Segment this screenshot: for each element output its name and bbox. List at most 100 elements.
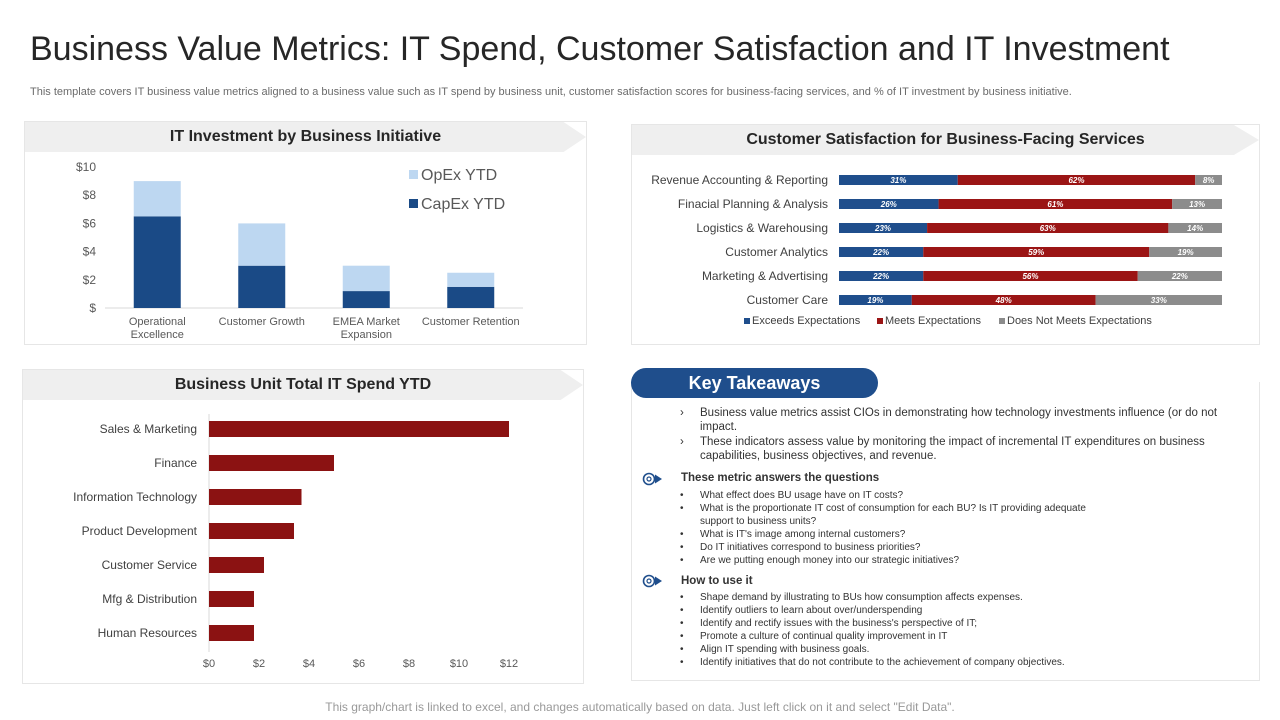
segment-exceeds	[839, 295, 912, 305]
howto-item: • Identify outliers to learn about over/u…	[680, 605, 923, 616]
spend-bar	[209, 455, 334, 471]
x-tick-label: $0	[203, 658, 215, 670]
bullet-icon: •	[680, 592, 684, 603]
data-label: 14%	[1187, 224, 1203, 233]
bullet-icon: •	[680, 605, 684, 616]
x-tick-label: EMEA Market Expansion	[333, 316, 400, 341]
question-item: • What is the proportionate IT cost of co…	[680, 503, 1086, 527]
data-label: 62%	[1068, 176, 1084, 185]
segment-not-meets	[1195, 175, 1222, 185]
data-label: 19%	[1178, 248, 1194, 257]
takeaway-point: › These indicators assess value by monito…	[680, 436, 1205, 462]
spend-chart-title: Business Unit Total IT Spend YTD	[23, 370, 583, 400]
segment-meets	[911, 295, 1096, 305]
data-label: 26%	[880, 200, 897, 209]
data-label: 33%	[1151, 296, 1167, 305]
bullet-icon: •	[680, 490, 684, 501]
legend-swatch-opex	[409, 170, 418, 179]
segment-not-meets	[1168, 223, 1222, 233]
spend-bar	[209, 625, 254, 641]
howto-heading: How to use it	[681, 575, 753, 587]
data-label: 22%	[872, 272, 889, 281]
capex-bar	[133, 216, 181, 308]
segment-not-meets	[1149, 247, 1222, 257]
y-tick-label: $6	[83, 216, 97, 230]
target-arrow-icon	[642, 472, 662, 486]
capex-bar	[447, 286, 495, 308]
segment-not-meets	[1137, 271, 1222, 281]
legend-swatch	[877, 318, 883, 324]
takeaways-points: › Business value metrics assist CIOs in d…	[680, 406, 1225, 463]
segment-not-meets	[1172, 199, 1222, 209]
question-item: • What effect does BU usage have on IT co…	[680, 490, 904, 501]
howto-item: • Identify and rectify issues with the bu…	[680, 618, 978, 629]
chevron-right-icon: ›	[680, 436, 684, 448]
data-label: 19%	[867, 296, 883, 305]
x-tick-label: Customer Retention	[422, 316, 520, 328]
data-label: 31%	[890, 176, 906, 185]
segment-exceeds	[839, 175, 958, 185]
spend-bar	[209, 557, 264, 573]
page-subtitle: This template covers IT business value m…	[30, 86, 1072, 98]
opex-bar	[447, 272, 495, 287]
data-label: 22%	[872, 248, 889, 257]
opex-bar	[342, 265, 390, 292]
spend-chart[interactable]: Sales & Marketing Finance Information Tech…	[23, 370, 583, 683]
questions-list: • What effect does BU usage have on IT co…	[680, 489, 1120, 567]
takeaway-point: › Business value metrics assist CIOs in d…	[680, 407, 1218, 433]
opex-bar	[133, 181, 181, 217]
howto-item: • Align IT spending with business goals.	[680, 644, 870, 655]
category-label: Marketing & Advertising	[702, 269, 828, 283]
legend-label-opex: OpEx YTD	[421, 167, 497, 184]
howto-list: • Shape demand by illustrating to BUs how…	[680, 591, 1140, 669]
legend-label: Does Not Meets Expectations	[1007, 315, 1152, 327]
footer-note: This graph/chart is linked to excel, and…	[325, 700, 955, 714]
investment-chart[interactable]: $10 $8 $6 $4 $2 $ Operational Excellence Custome…	[25, 122, 586, 344]
spend-bar	[209, 591, 254, 607]
data-label: 59%	[1028, 248, 1044, 257]
segment-meets	[938, 199, 1173, 209]
takeaways-panel	[631, 382, 1260, 681]
category-label: Customer Service	[102, 558, 198, 572]
spend-bar	[209, 489, 302, 505]
y-tick-label: $4	[83, 245, 97, 259]
key-takeaways-title: Key Takeaways	[631, 368, 878, 398]
spend-panel: Business Unit Total IT Spend YTD Sales &…	[22, 369, 584, 684]
category-label: Product Development	[82, 524, 198, 538]
howto-item: • Promote a culture of continual quality …	[680, 631, 948, 642]
bullet-icon: •	[680, 631, 684, 642]
y-tick-label: $2	[83, 273, 97, 287]
x-tick-label: $6	[353, 658, 365, 670]
segment-not-meets	[1095, 295, 1222, 305]
satisfaction-chart-title: Customer Satisfaction for Business-Facin…	[632, 125, 1259, 155]
legend-swatch-capex	[409, 199, 418, 208]
segment-exceeds	[839, 247, 924, 257]
data-label: 56%	[1022, 272, 1038, 281]
category-label: Finance	[154, 456, 197, 470]
investment-panel: IT Investment by Business Initiative $10…	[24, 121, 587, 345]
questions-heading: These metric answers the questions	[681, 472, 880, 484]
x-tick-label: Operational Excellence	[129, 316, 186, 341]
data-label: 23%	[874, 224, 891, 233]
category-label: Finacial Planning & Analysis	[678, 197, 828, 211]
category-label: Customer Care	[747, 293, 829, 307]
category-label: Sales & Marketing	[100, 422, 197, 436]
bullet-icon: •	[680, 644, 684, 655]
capex-bar	[342, 291, 390, 308]
segment-exceeds	[839, 223, 928, 233]
howto-item: • Shape demand by illustrating to BUs how…	[680, 592, 1023, 603]
bullet-icon: •	[680, 657, 684, 668]
bullet-icon: •	[680, 542, 684, 553]
segment-exceeds	[839, 199, 939, 209]
category-label: Mfg & Distribution	[102, 592, 197, 606]
satisfaction-chart[interactable]: Revenue Accounting & Reporting 31% 62% 8% Fi…	[632, 125, 1259, 344]
x-tick-label: Customer Growth	[219, 316, 305, 328]
legend-label: Exceeds Expectations	[752, 315, 861, 327]
capex-bar	[238, 265, 286, 308]
data-label: 8%	[1203, 176, 1215, 185]
category-label: Information Technology	[73, 490, 197, 504]
investment-chart-title: IT Investment by Business Initiative	[25, 122, 586, 152]
bullet-icon: •	[680, 618, 684, 629]
bullet-icon: •	[680, 503, 684, 514]
legend-swatch	[744, 318, 750, 324]
